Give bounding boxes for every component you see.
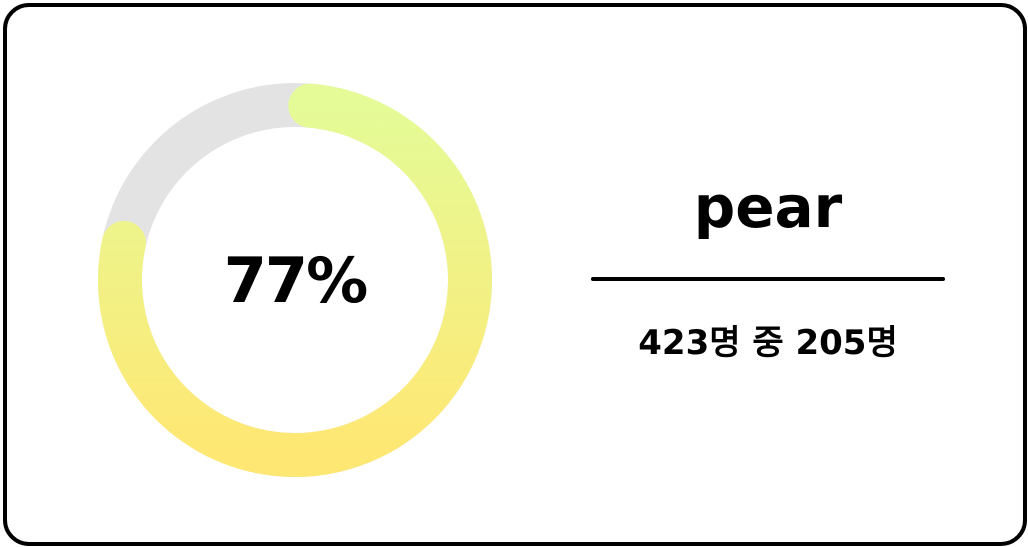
progress-ring-arc (98, 83, 492, 477)
progress-ring: 77% (97, 82, 493, 478)
info-panel: pear 423명 중 205명 (591, 167, 945, 367)
result-card: 77% pear 423명 중 205명 (3, 3, 1027, 546)
percent-label: 77% (223, 243, 368, 317)
count-label: 423명 중 205명 (638, 323, 898, 363)
item-name: pear (693, 173, 843, 241)
progress-ring-svg (98, 83, 492, 477)
divider (591, 277, 945, 281)
